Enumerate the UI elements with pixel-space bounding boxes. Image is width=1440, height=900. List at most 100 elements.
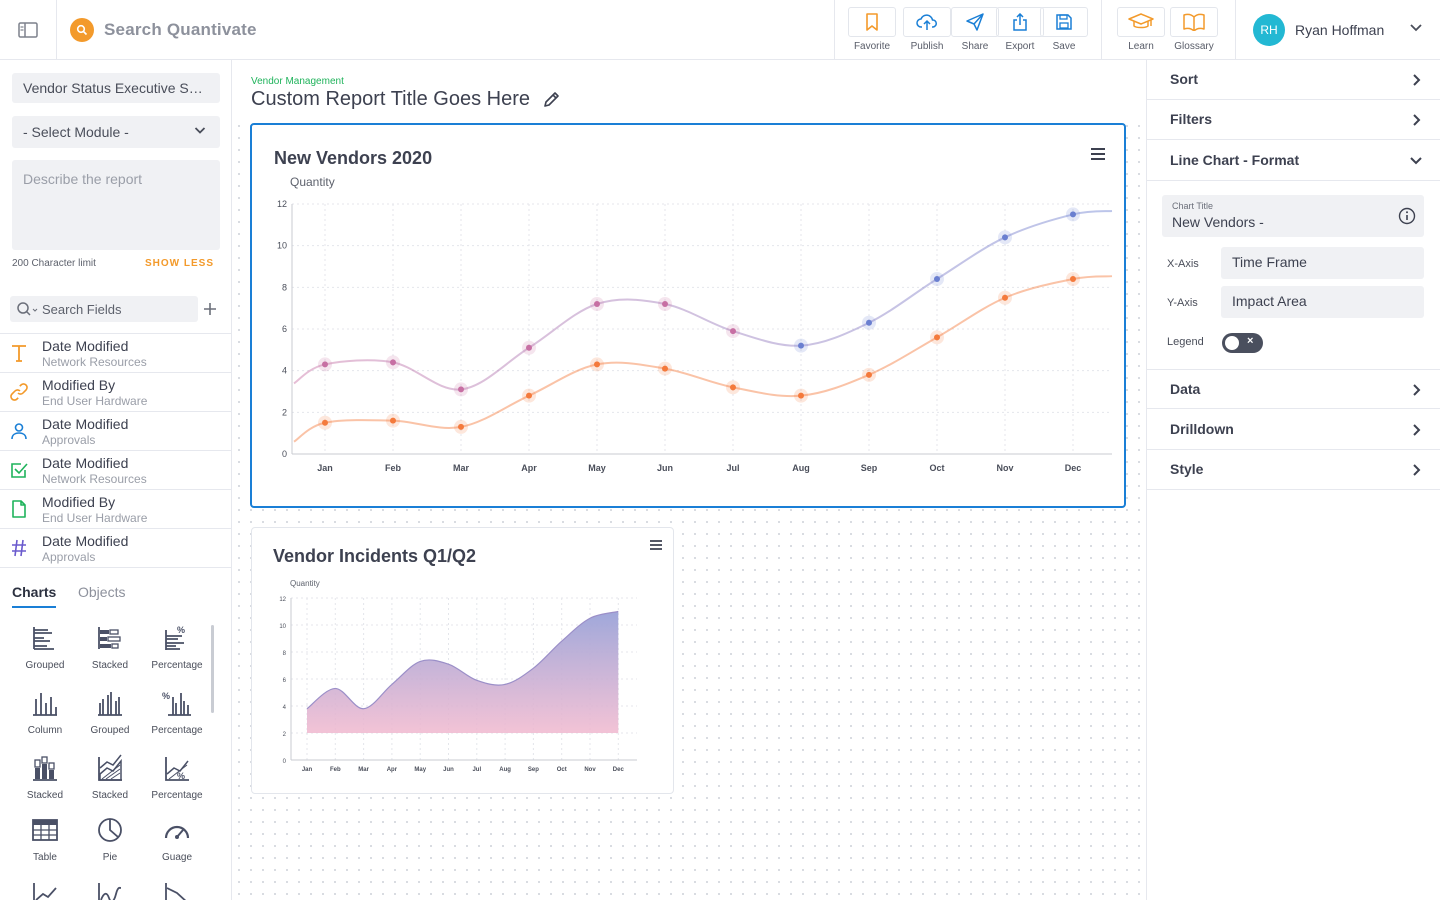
report-name-field[interactable]: Vendor Status Executive Summary	[12, 73, 220, 103]
publish-button[interactable]: Publish	[903, 7, 951, 52]
y-tick-label: 10	[277, 241, 287, 251]
chart-type-label: Percentage	[151, 725, 203, 736]
chart-type-line[interactable]	[12, 876, 78, 900]
chart-type-area-percentage[interactable]: % Percentage	[144, 750, 210, 801]
chart-type-bar-stacked[interactable]: Stacked	[77, 620, 143, 671]
pencil-icon[interactable]	[542, 91, 560, 109]
area-percentage-icon: %	[165, 757, 189, 781]
show-less-link[interactable]: SHOW LESS	[144, 258, 214, 269]
character-limit-text: 200 Character limit	[12, 258, 96, 269]
chart-type-area-stacked[interactable]: Stacked	[77, 750, 143, 801]
glossary-button[interactable]: Glossary	[1170, 7, 1218, 52]
floppy-disk-icon	[1056, 14, 1072, 30]
data-point	[390, 359, 396, 366]
data-point	[798, 342, 804, 349]
learn-label: Learn	[1128, 41, 1154, 52]
chart-grid-scrollbar[interactable]	[211, 625, 214, 713]
area-line	[306, 610, 619, 710]
field-source: Network Resources	[42, 472, 147, 486]
gauge-icon	[164, 825, 190, 839]
field-list-item[interactable]: Date Modified Network Resources	[0, 334, 231, 373]
global-search-input[interactable]: Search Quantivate	[104, 20, 257, 39]
chart-type-bar-percentage[interactable]: % Percentage	[144, 620, 210, 671]
toolbar-separator	[1101, 0, 1102, 60]
share-button[interactable]: Share	[951, 7, 999, 52]
accordion-sort[interactable]: Sort	[1147, 60, 1440, 100]
field-name: Modified By	[42, 377, 116, 393]
chart-type-table[interactable]: Table	[12, 812, 78, 863]
x-tick-label: May	[588, 463, 606, 473]
tab-charts[interactable]: Charts	[12, 584, 57, 608]
chart-type-bar-grouped[interactable]: Grouped	[12, 620, 78, 671]
chart-card-new-vendors[interactable]: New Vendors 2020 Quantity 0 2 4 6 8 10 12 Jan Fe…	[250, 123, 1126, 508]
data-point	[934, 276, 940, 282]
field-name: Date Modified	[42, 533, 129, 549]
x-tick-label: Jul	[472, 767, 481, 773]
field-list-item[interactable]: Modified By End User Hardware	[0, 373, 231, 412]
cloud-upload-icon	[916, 14, 937, 30]
chart-title-field[interactable]: Chart Title New Vendors -	[1162, 195, 1424, 237]
add-field-button[interactable]	[200, 296, 220, 322]
module-breadcrumb: Vendor Management	[251, 76, 344, 87]
chart-type-pie[interactable]: Pie	[77, 812, 143, 863]
chart-plot-vendor-incidents: 0 2 4 6 8 10 12 Jan Feb Mar Apr May Jun Jul Aug Sep Oct N…	[279, 597, 637, 773]
field-list-item[interactable]: Date Modified Approvals	[0, 412, 231, 451]
column-icon	[33, 693, 57, 716]
report-title[interactable]: Custom Report Title Goes Here	[251, 88, 530, 110]
chart-type-column-stacked[interactable]: Stacked	[12, 750, 78, 801]
report-canvas: Vendor Management Custom Report Title Go…	[233, 60, 1145, 900]
search-fields-placeholder: Search Fields	[42, 302, 122, 317]
report-description-field[interactable]: Describe the report	[12, 160, 220, 250]
export-button[interactable]: Export	[996, 7, 1044, 52]
column-percentage-icon: %	[162, 691, 191, 716]
series-line	[293, 209, 1113, 391]
right-panel: Sort Filters Line Chart - Format Chart T…	[1146, 60, 1440, 900]
avatar[interactable]: RH	[1253, 14, 1285, 46]
x-axis-field[interactable]: Time Frame	[1221, 247, 1424, 279]
chart-type-column-percentage[interactable]: % Percentage	[144, 685, 210, 736]
field-list-item[interactable]: Date Modified Approvals	[0, 529, 231, 568]
hamburger-menu-icon[interactable]	[1090, 147, 1106, 161]
accordion-drilldown[interactable]: Drilldown	[1147, 410, 1440, 450]
search-fields-input[interactable]: Search Fields	[10, 296, 198, 322]
legend-toggle[interactable]: ×	[1222, 333, 1263, 353]
open-book-icon	[1183, 13, 1205, 31]
accordion-filters[interactable]: Filters	[1147, 100, 1440, 140]
chart-title: New Vendors 2020	[274, 148, 433, 168]
chart-type-gauge[interactable]: Guage	[144, 812, 210, 863]
chart-type-column[interactable]: Column	[12, 685, 78, 736]
field-list-item[interactable]: Modified By End User Hardware	[0, 490, 231, 529]
save-button[interactable]: Save	[1040, 7, 1088, 52]
legend-label: Legend	[1167, 336, 1204, 348]
tab-objects[interactable]: Objects	[78, 584, 126, 600]
x-tick-label: Aug	[499, 767, 511, 773]
table-icon	[32, 819, 58, 841]
info-icon[interactable]	[1398, 207, 1416, 225]
chart-type-column-grouped[interactable]: Grouped	[77, 685, 143, 736]
accordion-data[interactable]: Data	[1147, 369, 1440, 409]
user-name[interactable]: Ryan Hoffman	[1295, 22, 1385, 38]
favorite-button[interactable]: Favorite	[848, 7, 896, 52]
checkbox-icon	[11, 463, 28, 478]
x-tick-label: Jul	[726, 463, 739, 473]
field-source: Network Resources	[42, 355, 147, 369]
data-point	[526, 392, 532, 399]
module-select[interactable]: - Select Module -	[12, 116, 220, 148]
chart-card-vendor-incidents[interactable]: Vendor Incidents Q1/Q2 Quantity 0 2 4 6 8 10 1…	[251, 527, 674, 794]
field-list-item[interactable]: Date Modified Network Resources	[0, 451, 231, 490]
data-point	[526, 344, 532, 351]
chart-type-area[interactable]	[144, 876, 210, 900]
accordion-style[interactable]: Style	[1147, 450, 1440, 490]
link-icon	[10, 383, 28, 401]
y-axis-field[interactable]: Impact Area	[1221, 286, 1424, 318]
x-tick-label: Feb	[330, 767, 341, 773]
data-point	[322, 361, 328, 368]
accordion-line-chart-format[interactable]: Line Chart - Format	[1147, 140, 1440, 181]
sidebar-toggle-button[interactable]	[0, 0, 57, 60]
chevron-down-icon	[194, 127, 206, 134]
chevron-down-icon[interactable]	[1409, 23, 1423, 33]
learn-button[interactable]: Learn	[1117, 7, 1165, 52]
hamburger-menu-icon[interactable]	[649, 539, 663, 551]
chart-type-spline[interactable]	[77, 876, 143, 900]
search-icon[interactable]	[70, 18, 94, 42]
